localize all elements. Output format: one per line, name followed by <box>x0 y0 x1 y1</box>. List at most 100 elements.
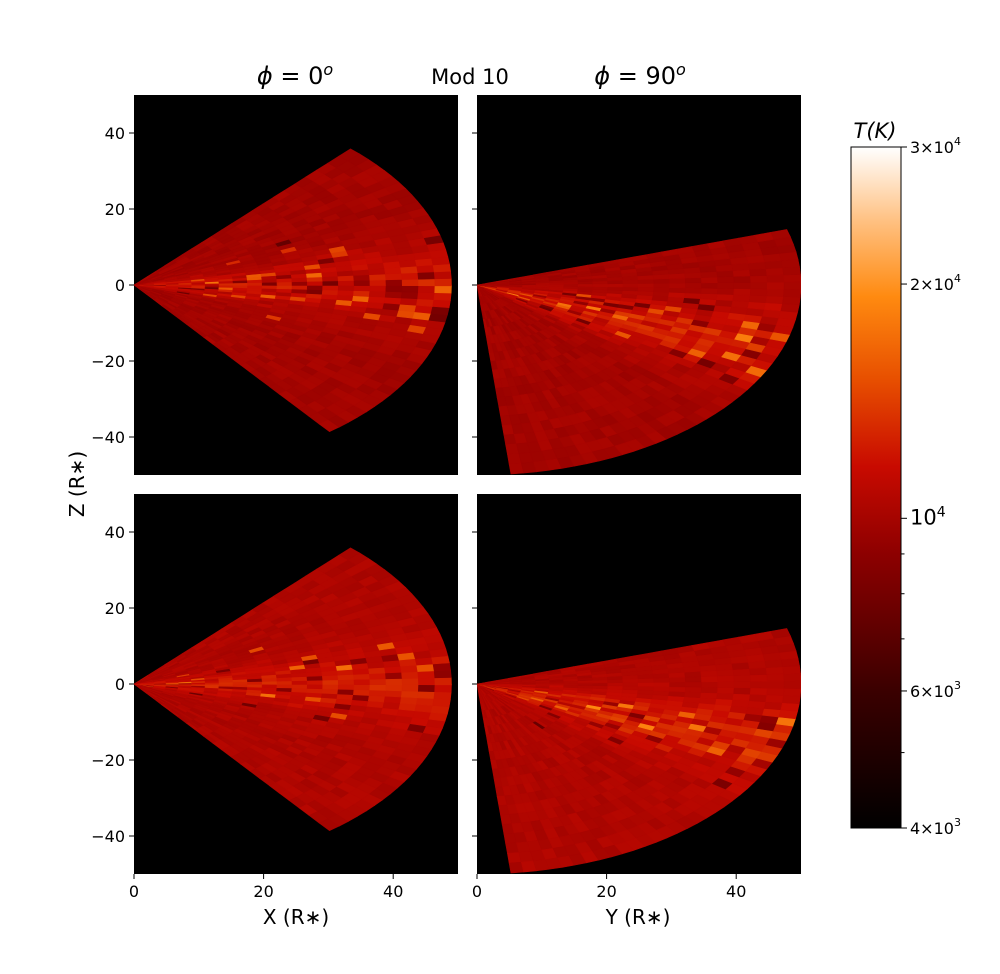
temperature-cell <box>765 267 784 276</box>
temperature-cell <box>434 677 452 686</box>
temperature-cell <box>747 700 767 709</box>
temperature-cell <box>750 680 768 689</box>
temperature-cell <box>306 679 324 685</box>
y-tick-label: −40 <box>91 827 125 846</box>
temperature-cell <box>261 284 278 290</box>
temperature-cell <box>783 672 801 682</box>
temperature-cell <box>732 294 751 303</box>
temperature-cell <box>622 685 639 691</box>
temperature-cell <box>306 289 323 295</box>
colorbar-tick-label: 2×104 <box>910 272 961 294</box>
figure-title: Mod 10 <box>431 65 509 89</box>
temperature-cell <box>353 689 371 696</box>
temperature-cell <box>399 696 418 705</box>
temperature-wedge <box>134 547 452 832</box>
temperature-cell <box>306 684 324 690</box>
temperature-cell <box>700 293 718 301</box>
temperature-cell <box>261 683 278 689</box>
temperature-cell <box>669 676 686 683</box>
temperature-cell <box>766 687 785 696</box>
temperature-cell <box>783 687 801 697</box>
temperature-cell <box>622 682 639 687</box>
temperature-cell <box>322 679 339 685</box>
temperature-cell <box>276 285 293 290</box>
temperature-cell <box>700 675 719 683</box>
temperature-cell <box>385 272 403 281</box>
temperature-cell <box>782 266 801 276</box>
temperature-cell <box>700 287 719 295</box>
temperature-cell <box>717 675 735 683</box>
y-tick-label: 0 <box>115 276 125 295</box>
temperature-cell <box>748 294 768 304</box>
panel-phi0-bottom: 40 20 0 −20 −40 0 20 40 <box>91 494 458 901</box>
temperature-cell <box>685 282 702 289</box>
temperature-cell <box>783 273 801 283</box>
temperature-cell <box>368 290 387 298</box>
y-tick-label: 20 <box>105 200 125 219</box>
temperature-cell <box>434 278 452 287</box>
temperature-cell <box>764 701 783 711</box>
temperature-cell <box>684 676 702 683</box>
y-axis-label-right: Y (R∗) <box>605 905 671 929</box>
temperature-cell <box>416 298 435 307</box>
temperature-cell <box>668 291 686 299</box>
temperature-cell <box>717 282 735 289</box>
temperature-cell <box>384 291 403 299</box>
colorbar-gradient <box>850 146 902 829</box>
x-tick-label: 40 <box>726 882 746 901</box>
temperature-cell <box>766 680 785 689</box>
temperature-cell <box>337 289 355 297</box>
temperature-cell <box>717 276 735 284</box>
x-tick-label: 40 <box>383 882 403 901</box>
temperature-cell <box>322 684 339 690</box>
temperature-cell <box>747 301 767 310</box>
temperature-cell <box>669 681 686 688</box>
y-tick-label: 40 <box>105 523 125 542</box>
temperature-cell <box>765 295 784 305</box>
temperature-cell <box>401 278 419 287</box>
temperature-cell <box>783 281 801 290</box>
temperature-cell <box>416 697 435 706</box>
temperature-cell <box>749 288 768 297</box>
temperature-cell <box>291 288 308 294</box>
temperature-cell <box>748 693 768 703</box>
z-axis-label: Z (R∗) <box>65 451 89 517</box>
y-tick-label: 40 <box>105 124 125 143</box>
y-tick-label: 0 <box>115 675 125 694</box>
temperature-cell <box>637 681 655 687</box>
temperature-cell <box>247 683 263 688</box>
temperature-cell <box>418 278 436 287</box>
temperature-cell <box>701 282 719 289</box>
temperature-cell <box>291 684 308 689</box>
temperature-cell <box>733 288 752 296</box>
temperature-cell <box>684 691 702 699</box>
temperature-cell <box>417 670 436 679</box>
temperature-cell <box>684 292 702 300</box>
temperature-cell <box>592 682 609 687</box>
temperature-cell <box>322 280 339 286</box>
temperature-cell <box>232 683 248 688</box>
temperature-cell <box>401 671 419 679</box>
temperature-cell <box>338 547 361 561</box>
temperature-cell <box>684 287 702 294</box>
temperature-cell <box>306 280 324 286</box>
temperature-cell <box>750 281 768 290</box>
temperature-cell <box>384 690 403 698</box>
temperature-cell <box>417 271 436 280</box>
temperature-cell <box>337 280 355 286</box>
temperature-cell <box>433 292 452 301</box>
temperature-cell <box>417 285 436 294</box>
temperature-cell <box>368 689 387 697</box>
temperature-cell <box>783 288 801 298</box>
colorbar-tick-label: 104 <box>910 504 946 529</box>
temperature-cell <box>780 702 800 712</box>
temperature-wedge <box>134 148 452 433</box>
temperature-cell <box>353 285 371 292</box>
temperature-cell <box>418 677 436 686</box>
temperature-cell <box>417 684 436 693</box>
temperature-cell <box>684 277 702 284</box>
temperature-cell <box>306 688 323 694</box>
temperature-cell <box>276 288 293 294</box>
temperature-cell <box>322 285 339 291</box>
